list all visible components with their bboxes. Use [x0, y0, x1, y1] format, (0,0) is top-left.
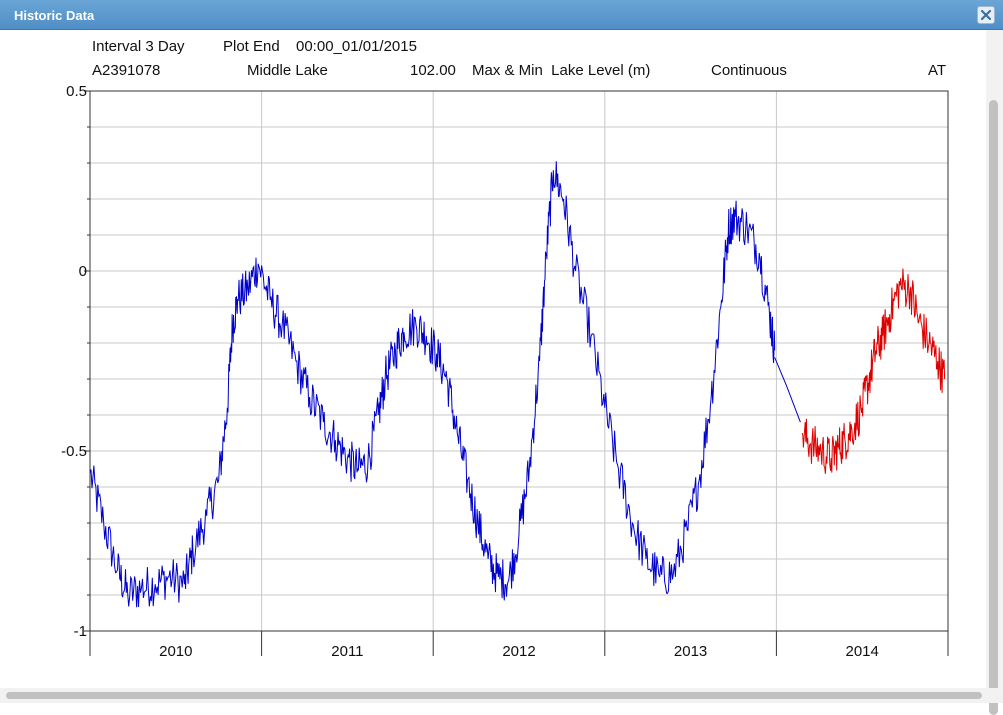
plot-end-label: Plot End	[223, 38, 280, 55]
site-id: A2391078	[92, 62, 161, 79]
x-tick-label: 2013	[674, 643, 707, 660]
variable-code: 102.00	[410, 62, 456, 79]
y-tick-label: 0	[79, 263, 87, 280]
data-type: Continuous	[711, 62, 787, 79]
close-button[interactable]	[977, 6, 995, 24]
close-icon	[981, 10, 991, 20]
series-line-2	[774, 357, 801, 423]
x-tick-label: 2014	[846, 643, 879, 660]
plot-end-value: 00:00_01/01/2015	[296, 38, 417, 55]
axes: 0.5 0 -0.5 -1 2010 2011 2012 2013 2014	[61, 83, 949, 660]
site-name: Middle Lake	[247, 62, 328, 79]
plot-frame	[89, 90, 949, 632]
station-code: AT	[928, 62, 947, 79]
variable-description: Max & Min Lake Level (m)	[472, 62, 651, 79]
x-tick-label: 2010	[159, 643, 192, 660]
y-tick-label: -0.5	[61, 443, 87, 460]
interval-label: Interval 3 Day	[92, 38, 185, 55]
grid-lines	[90, 90, 948, 632]
x-tick-label: 2011	[331, 643, 363, 660]
y-tick-label: -1	[74, 623, 87, 640]
series-line-3	[801, 268, 946, 474]
vertical-scrollbar[interactable]	[986, 30, 1003, 715]
window-titlebar: Historic Data	[0, 0, 1003, 30]
series-line-1	[89, 161, 776, 608]
y-tick-label: 0.5	[66, 83, 87, 100]
horizontal-scroll-thumb[interactable]	[6, 692, 982, 699]
series-layer	[89, 161, 946, 608]
lake-level-chart: 0.5 0 -0.5 -1 2010 2011 2012 2013 2014	[61, 83, 949, 660]
x-tick-label: 2012	[502, 643, 535, 660]
horizontal-scrollbar[interactable]	[0, 688, 1003, 703]
vertical-scroll-thumb[interactable]	[989, 100, 998, 715]
window-title: Historic Data	[14, 8, 95, 23]
